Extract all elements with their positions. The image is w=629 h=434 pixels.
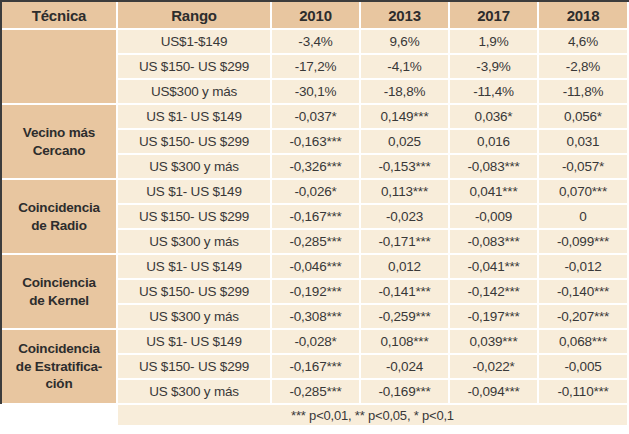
- value-cell: -0,041***: [450, 255, 537, 278]
- value-cell: -0,141***: [361, 280, 448, 303]
- value-cell: 4,6%: [539, 30, 627, 53]
- value-cell: -0,207***: [539, 305, 627, 328]
- table-row: Coinciencia de Kernel US $1- US $149 -0,…: [2, 255, 627, 278]
- table-row: Coincidencia de Estratifica- ción US $1-…: [2, 330, 627, 353]
- value-cell: 0,031: [539, 130, 627, 153]
- header-rango: Rango: [118, 2, 270, 28]
- header-row: Técnica Rango 2010 2013 2017 2018: [2, 2, 627, 28]
- header-2010: 2010: [272, 2, 359, 28]
- footnote-row: *** p<0,01, ** p<0,05, * p<0,1: [2, 405, 627, 425]
- value-cell: -0,308***: [272, 305, 359, 328]
- value-cell: 0,149***: [361, 105, 448, 128]
- header-2017: 2017: [450, 2, 537, 28]
- value-cell: -0,022*: [450, 355, 537, 378]
- range-cell: US $150- US $299: [118, 280, 270, 303]
- technique-cell-coinciencia-de-kernel: Coinciencia de Kernel: [2, 255, 116, 328]
- range-cell: US $300 y más: [118, 230, 270, 253]
- value-cell: -0,163***: [272, 130, 359, 153]
- value-cell: -0,169***: [361, 380, 448, 403]
- value-cell: -0,009: [450, 205, 537, 228]
- value-cell: -0,171***: [361, 230, 448, 253]
- value-cell: -0,285***: [272, 230, 359, 253]
- header-2013: 2013: [361, 2, 448, 28]
- value-cell: -0,083***: [450, 155, 537, 178]
- matching-results-table: Técnica Rango 2010 2013 2017 2018 US$1-$…: [0, 0, 629, 427]
- value-cell: 0,039***: [450, 330, 537, 353]
- value-cell: -3,9%: [450, 55, 537, 78]
- value-cell: -18,8%: [361, 80, 448, 103]
- value-cell: -0,026*: [272, 180, 359, 203]
- value-cell: -0,012: [539, 255, 627, 278]
- table-row: Coincidencia de Radio US $1- US $149 -0,…: [2, 180, 627, 203]
- value-cell: -0,005: [539, 355, 627, 378]
- value-cell: -0,142***: [450, 280, 537, 303]
- value-cell: -0,110***: [539, 380, 627, 403]
- value-cell: -0,083***: [450, 230, 537, 253]
- value-cell: -0,285***: [272, 380, 359, 403]
- range-cell: US $150- US $299: [118, 55, 270, 78]
- value-cell: -0,192***: [272, 280, 359, 303]
- technique-cell-vecino-mas-cercano: Vecino más Cercano: [2, 105, 116, 178]
- value-cell: -0,023: [361, 205, 448, 228]
- value-cell: 0,025: [361, 130, 448, 153]
- range-cell: US $150- US $299: [118, 205, 270, 228]
- value-cell: 0,070***: [539, 180, 627, 203]
- value-cell: 9,6%: [361, 30, 448, 53]
- range-cell: US $150- US $299: [118, 355, 270, 378]
- value-cell: -0,094***: [450, 380, 537, 403]
- value-cell: -0,140***: [539, 280, 627, 303]
- header-2018: 2018: [539, 2, 627, 28]
- value-cell: 0,016: [450, 130, 537, 153]
- value-cell: -0,024: [361, 355, 448, 378]
- value-cell: 1,9%: [450, 30, 537, 53]
- technique-cell-coincidencia-de-estratificacion: Coincidencia de Estratifica- ción: [2, 330, 116, 403]
- range-cell: US $150- US $299: [118, 130, 270, 153]
- value-cell: -0,167***: [272, 205, 359, 228]
- table-top-border: [0, 0, 629, 2]
- value-cell: -0,099***: [539, 230, 627, 253]
- value-cell: 0,108***: [361, 330, 448, 353]
- value-cell: -0,037*: [272, 105, 359, 128]
- table-left-border: [0, 0, 2, 404]
- range-cell: US $300 y más: [118, 155, 270, 178]
- table-row: Vecino más Cercano US $1- US $149 -0,037…: [2, 105, 627, 128]
- value-cell: -4,1%: [361, 55, 448, 78]
- value-cell: -11,8%: [539, 80, 627, 103]
- footnote-spacer-cell: [2, 405, 116, 425]
- technique-cell-blank: [2, 30, 116, 103]
- results-table-container: Técnica Rango 2010 2013 2017 2018 US$1-$…: [0, 0, 629, 427]
- value-cell: -0,046***: [272, 255, 359, 278]
- value-cell: -2,8%: [539, 55, 627, 78]
- value-cell: 0: [539, 205, 627, 228]
- value-cell: -0,326***: [272, 155, 359, 178]
- value-cell: 0,056*: [539, 105, 627, 128]
- table-row: US$1-$149 -3,4% 9,6% 1,9% 4,6%: [2, 30, 627, 53]
- value-cell: -0,197***: [450, 305, 537, 328]
- significance-footnote: *** p<0,01, ** p<0,05, * p<0,1: [118, 405, 627, 425]
- value-cell: -0,167***: [272, 355, 359, 378]
- technique-cell-coincidencia-de-radio: Coincidencia de Radio: [2, 180, 116, 253]
- value-cell: -0,028*: [272, 330, 359, 353]
- range-cell: US$300 y más: [118, 80, 270, 103]
- value-cell: 0,113***: [361, 180, 448, 203]
- range-cell: US $300 y más: [118, 380, 270, 403]
- value-cell: 0,041***: [450, 180, 537, 203]
- range-cell: US $1- US $149: [118, 105, 270, 128]
- value-cell: 0,068***: [539, 330, 627, 353]
- header-tecnica: Técnica: [2, 2, 116, 28]
- range-cell: US$1-$149: [118, 30, 270, 53]
- value-cell: -30,1%: [272, 80, 359, 103]
- value-cell: -3,4%: [272, 30, 359, 53]
- value-cell: 0,036*: [450, 105, 537, 128]
- value-cell: -0,259***: [361, 305, 448, 328]
- value-cell: 0,012: [361, 255, 448, 278]
- value-cell: -17,2%: [272, 55, 359, 78]
- range-cell: US $1- US $149: [118, 255, 270, 278]
- value-cell: -11,4%: [450, 80, 537, 103]
- range-cell: US $1- US $149: [118, 330, 270, 353]
- range-cell: US $1- US $149: [118, 180, 270, 203]
- range-cell: US $300 y más: [118, 305, 270, 328]
- value-cell: -0,153***: [361, 155, 448, 178]
- value-cell: -0,057*: [539, 155, 627, 178]
